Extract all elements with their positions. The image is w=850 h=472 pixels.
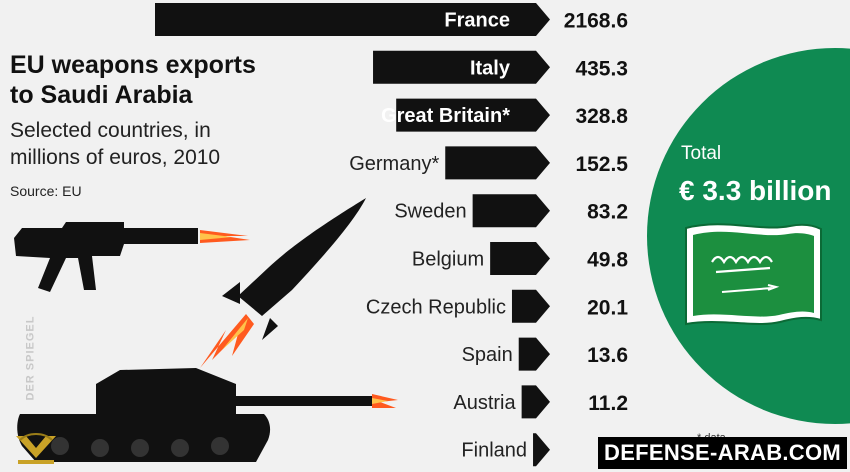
chart-title: EU weapons exports to Saudi Arabia	[10, 51, 256, 109]
missile-icon	[200, 198, 366, 368]
bar-austria	[521, 385, 550, 419]
value-label: 49.8	[587, 249, 628, 272]
tank-icon	[17, 368, 398, 462]
category-label: Great Britain*	[381, 105, 510, 127]
category-label: Finland	[461, 440, 527, 462]
bar-czech-republic	[511, 289, 550, 323]
bar-belgium	[490, 242, 550, 275]
category-label: Italy	[470, 57, 511, 79]
category-label: Germany*	[349, 153, 439, 175]
category-label: France	[444, 10, 510, 32]
bar-great-britain	[396, 98, 550, 132]
site-logo-icon	[16, 433, 56, 464]
category-label: Czech Republic	[366, 296, 506, 318]
value-label: 20.1	[587, 296, 628, 319]
value-label: 13.6	[587, 344, 628, 367]
category-label: Belgium	[412, 249, 484, 271]
bar-italy	[373, 50, 550, 84]
bar-france	[155, 3, 550, 36]
submachine-gun-icon	[14, 222, 250, 292]
category-label: Spain	[462, 344, 513, 366]
publisher-credit: DER SPIEGEL	[24, 315, 37, 401]
value-label: 2168.6	[564, 10, 628, 33]
total-value: € 3.3 billion	[679, 175, 832, 206]
chart-subtitle: Selected countries, in millions of euros…	[10, 119, 221, 169]
bar-germany	[445, 146, 550, 180]
value-label: 83.2	[587, 201, 628, 224]
bar-sweden	[472, 194, 550, 228]
bar-spain	[518, 337, 550, 371]
saudi-flag-icon	[685, 223, 822, 326]
value-label: 152.5	[575, 153, 628, 176]
bars-layer: France 2168.6 Italy 435.3 Great Britain* 328.…	[155, 3, 628, 467]
value-label: 328.8	[575, 105, 628, 128]
value-label: 11.2	[588, 392, 628, 415]
category-label: Sweden	[394, 201, 466, 223]
value-label: 435.3	[575, 57, 628, 80]
category-label: Austria	[453, 392, 516, 414]
bar-finland	[533, 433, 550, 467]
total-label: Total	[681, 143, 722, 164]
chart-source: Source: EU	[10, 183, 82, 199]
watermark: DEFENSE-ARAB.COM	[598, 437, 848, 469]
